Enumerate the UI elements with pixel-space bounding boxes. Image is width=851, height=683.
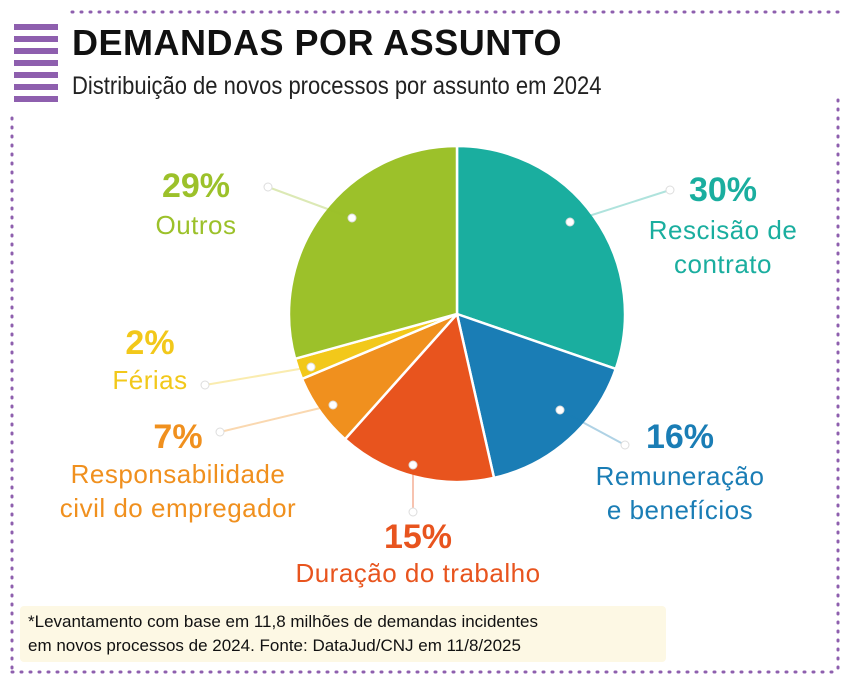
value-label: 15% (383, 518, 453, 556)
pie-slice (455, 312, 618, 480)
category-label: Remuneração e benefícios (595, 461, 765, 525)
leader-dot (408, 460, 418, 470)
footnote: *Levantamento com base em 11,8 milhões d… (20, 606, 666, 662)
value-label: 29% (161, 167, 231, 205)
leader-line (569, 189, 671, 223)
leader-dot (306, 362, 316, 372)
leader-dot (263, 182, 273, 192)
leader-dot (565, 217, 575, 227)
stripes-icon (14, 24, 58, 102)
category-label: Rescisão de contrato (648, 215, 798, 279)
leader-dot (200, 380, 210, 390)
leader-dot (347, 213, 357, 223)
category-label: Responsabilidade civil do empregador (59, 459, 297, 523)
pie-slice (343, 311, 496, 484)
pie-slice (287, 144, 459, 361)
leader-line (559, 409, 626, 446)
category-label: Férias (112, 365, 188, 395)
leader-dot (328, 400, 338, 410)
chart-title: DEMANDAS POR ASSUNTO (72, 22, 563, 63)
chart-subtitle: Distribuição de novos processos por assu… (72, 72, 602, 100)
leader-line (267, 186, 353, 219)
leader-line (204, 366, 312, 386)
category-label: Duração do trabalho (295, 558, 541, 588)
value-label: 2% (125, 324, 175, 362)
leader-dot (620, 440, 630, 450)
pie-slice (455, 144, 627, 371)
value-label: 16% (645, 418, 715, 456)
leader-dot (665, 185, 675, 195)
pie (200, 144, 675, 517)
dotted-frame (10, 10, 842, 674)
leader-dot (555, 405, 565, 415)
category-label: Outros (155, 210, 237, 240)
leader-dot (215, 427, 225, 437)
value-label: 7% (153, 418, 203, 456)
leader-dot (408, 507, 418, 517)
value-label: 30% (688, 171, 758, 209)
leader-line (219, 404, 334, 433)
